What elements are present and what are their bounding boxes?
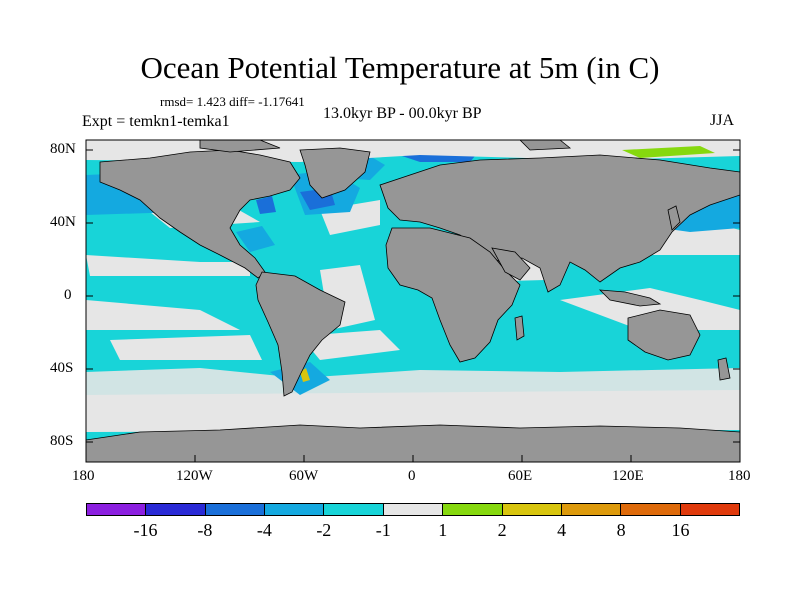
land-south-america (255, 271, 346, 397)
colorbar-label: -16 (133, 520, 158, 540)
colorbar-box (680, 504, 739, 515)
land-indonesia (598, 289, 662, 307)
x-tick-label: 60E (508, 468, 533, 484)
colorbar-label: -2 (316, 520, 332, 540)
colorbar-label: 1 (438, 520, 448, 540)
y-tick-label: 40S (50, 360, 74, 376)
land-japan (667, 205, 681, 231)
colorbar-box (265, 504, 325, 515)
colorbar-box (205, 504, 266, 515)
tick-marks (85, 149, 741, 462)
y-tick-label: 0 (64, 287, 72, 303)
y-tick-label: 40N (50, 214, 76, 230)
stats-label: rmsd= 1.423 diff= -1.17641 (160, 94, 305, 109)
colorbar-label: -1 (375, 520, 391, 540)
colorbar (86, 503, 740, 516)
experiment-label: Expt = temkn1-temka1 (82, 113, 230, 130)
x-tick-label: 120E (612, 468, 644, 484)
x-tick-label: 120W (176, 468, 213, 484)
colorbar-label: 8 (616, 520, 626, 540)
land-arctic-islands (199, 140, 281, 153)
land-australia (627, 309, 701, 361)
colorbar-label: -4 (256, 520, 272, 540)
land-arabia (491, 247, 531, 281)
season-label: JJA (710, 112, 735, 129)
colorbar-label: 16 (671, 520, 690, 540)
period-label: 13.0kyr BP - 00.0kyr BP (323, 105, 482, 122)
colorbar-label: 2 (497, 520, 507, 540)
colorbar-box (146, 504, 206, 515)
colorbar-box (561, 504, 622, 515)
land-masses (86, 140, 740, 462)
x-tick-label: 180 (72, 468, 95, 484)
land-antarctica (86, 424, 740, 462)
land-greenland (299, 147, 371, 199)
land-eurasia (379, 154, 740, 293)
y-tick-label: 80S (50, 433, 74, 449)
colorbar-box (383, 504, 444, 515)
x-tick-label: 0 (408, 468, 416, 484)
y-tick-label: 80N (50, 141, 76, 157)
land-north-america (99, 149, 301, 279)
land-madagascar (514, 315, 525, 341)
map-title: Ocean Potential Temperature at 5m (in C) (140, 50, 660, 85)
x-tick-label: 180 (728, 468, 751, 484)
colorbar-box (324, 504, 384, 515)
colorbar-label: -8 (197, 520, 213, 540)
land-new-zealand (717, 357, 731, 381)
colorbar-box (87, 504, 147, 515)
x-tick-label: 60W (289, 468, 319, 484)
colorbar-box (621, 504, 681, 515)
colorbar-label: 4 (557, 520, 567, 540)
colorbar-box (502, 504, 562, 515)
land-africa (385, 227, 521, 363)
colorbar-box (443, 504, 503, 515)
